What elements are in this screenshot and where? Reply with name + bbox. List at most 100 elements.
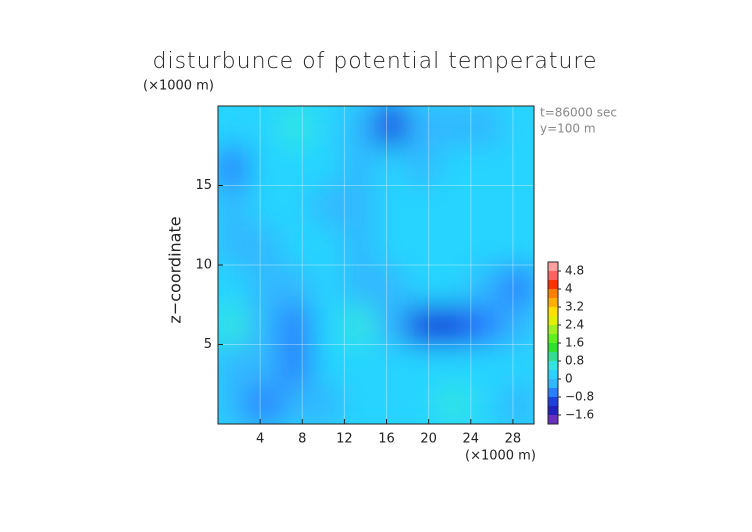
- field-cell: [218, 106, 251, 147]
- field-cell: [438, 106, 472, 147]
- field-cell: [501, 224, 534, 266]
- field-cell: [311, 264, 346, 306]
- field-cell: [469, 224, 504, 266]
- field-cell: [218, 303, 251, 346]
- field-cell: [375, 106, 409, 147]
- field-cell: [280, 303, 314, 346]
- field-cell: [248, 224, 283, 266]
- field-cell: [406, 303, 441, 346]
- field-cell: [438, 224, 472, 266]
- field-cell: [406, 144, 441, 187]
- field-cell: [311, 184, 346, 227]
- colorbar-tick-label: 0.8: [565, 354, 584, 368]
- x-tick-label: 16: [378, 432, 395, 447]
- field-cell: [343, 264, 377, 306]
- field-cell: [311, 343, 346, 386]
- field-cell: [280, 264, 314, 306]
- colorbar-tick-label: 2.4: [565, 318, 584, 332]
- field-cell: [248, 106, 283, 147]
- colorbar-tick-label: 4.8: [565, 264, 584, 278]
- field-cell: [501, 144, 534, 187]
- field-cell: [438, 383, 472, 424]
- x-tick-label: 20: [420, 432, 437, 447]
- field-cell: [406, 383, 441, 424]
- axes: 4 8 12 16 20 24 28 5 10 15 −1.6 −0.8 0 0.8 1.6 2.4 3.2 4 4…: [195, 105, 594, 447]
- colorbar-block: [548, 334, 558, 343]
- field-cell: [438, 264, 472, 306]
- field-cell: [438, 184, 472, 227]
- y-axis-label: z−coordinate: [166, 216, 185, 323]
- colorbar-tick-label: 1.6: [565, 336, 584, 350]
- field-cell: [218, 383, 251, 424]
- colorbar-block: [548, 388, 558, 397]
- field-cell: [469, 383, 504, 424]
- field-cell: [406, 264, 441, 306]
- y-tick-label: 5: [204, 337, 212, 352]
- field-cell: [218, 144, 251, 187]
- field-cell: [311, 224, 346, 266]
- chart-title: disturbunce of potential temperature: [153, 49, 598, 74]
- field-cell: [343, 224, 377, 266]
- field-cell: [280, 106, 314, 147]
- field-cells: [218, 106, 534, 424]
- colorbar-tick-label: 0: [565, 372, 573, 386]
- field-cell: [280, 184, 314, 227]
- field-cell: [375, 144, 409, 187]
- field-cell: [469, 264, 504, 306]
- field-cell: [406, 184, 441, 227]
- colorbar-block: [548, 271, 558, 280]
- field-cell: [280, 224, 314, 266]
- field-cell: [406, 343, 441, 386]
- colorbar-block: [548, 352, 558, 361]
- field-cell: [343, 303, 377, 346]
- field-cell: [343, 144, 377, 187]
- colorbar-block: [548, 397, 558, 406]
- field-cell: [501, 303, 534, 346]
- annotation: y=100 m: [540, 122, 596, 136]
- colorbar-block: [548, 316, 558, 325]
- x-tick-label: 4: [256, 432, 264, 447]
- field-cell: [343, 184, 377, 227]
- x-tick-label: 8: [298, 432, 306, 447]
- y-tick-label: 10: [195, 258, 212, 273]
- x-tick-label: 28: [505, 432, 522, 447]
- field-cell: [248, 343, 283, 386]
- field-cell: [375, 383, 409, 424]
- y-tick-label: 15: [195, 178, 212, 193]
- x-tick-label: 12: [336, 432, 353, 447]
- field-cell: [248, 184, 283, 227]
- field-cell: [375, 184, 409, 227]
- field-cell: [438, 144, 472, 187]
- field-cell: [311, 144, 346, 187]
- field-cell: [248, 303, 283, 346]
- colorbar-block: [548, 298, 558, 307]
- field-cell: [406, 106, 441, 147]
- field-cell: [248, 383, 283, 424]
- colorbar-block: [548, 406, 558, 415]
- colorbar-tick-label: −1.6: [565, 408, 594, 422]
- field-cell: [343, 343, 377, 386]
- x-tick-label: 24: [463, 432, 480, 447]
- field-cell: [375, 343, 409, 386]
- field-cell: [248, 264, 283, 306]
- colorbar-block: [548, 280, 558, 289]
- field-cell: [469, 303, 504, 346]
- field-cell: [218, 264, 251, 306]
- annotation: t=86000 sec: [540, 106, 617, 120]
- colorbar-block: [548, 325, 558, 334]
- field: [218, 106, 534, 424]
- x-unit-label: (×1000 m): [465, 449, 536, 464]
- field-cell: [280, 343, 314, 386]
- colorbar-block: [548, 361, 558, 370]
- field-cell: [218, 224, 251, 266]
- field-cell: [311, 383, 346, 424]
- field-cell: [311, 106, 346, 147]
- field-cell: [469, 343, 504, 386]
- colorbar-block: [548, 379, 558, 388]
- plot-frame: [217, 105, 535, 425]
- colorbar-block: [548, 370, 558, 379]
- field-cell: [343, 383, 377, 424]
- field-cell: [501, 264, 534, 306]
- field-cell: [343, 106, 377, 147]
